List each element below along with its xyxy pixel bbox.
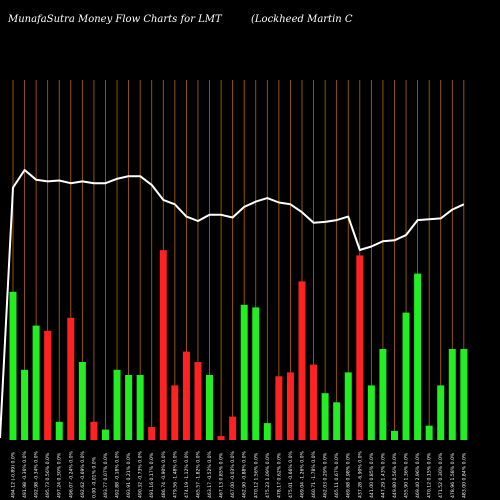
x-tick-label: 492.98 -0.34% 0.0% xyxy=(34,450,40,498)
x-tick-label: 469.68 0.98% 0.0% xyxy=(346,452,352,498)
flow-bar xyxy=(437,385,445,440)
money-flow-bars xyxy=(9,250,468,440)
x-tick-label: 462.03 0.29% 0.0% xyxy=(323,452,329,498)
x-tick-label: 465.11 0.67% 0.0% xyxy=(334,452,340,498)
flow-bar xyxy=(414,273,422,440)
flow-bar xyxy=(90,421,98,440)
x-tick-label: 471.52 0.30% 0.0% xyxy=(438,452,444,498)
x-tick-label: 437.28 -6.90% 0.0% xyxy=(357,450,363,498)
x-tick-label: 449.80 0.56% 0.0% xyxy=(392,452,398,498)
flow-bar xyxy=(78,362,86,440)
x-tick-label: 491.98 -0.36% 0.0% xyxy=(22,450,28,498)
flow-bar xyxy=(402,312,410,440)
flow-bar xyxy=(113,369,121,440)
x-tick-label: 470.12 1.56% 0.0% xyxy=(253,452,259,498)
x-tick-label: 441.00 0.85% 0.0% xyxy=(369,452,375,498)
x-tick-label: 486.74 -0.90% 0.0% xyxy=(161,450,167,498)
flow-bar xyxy=(333,402,341,440)
x-tick-label: 496.07 -0.24% 0.0% xyxy=(68,450,74,498)
flow-bar xyxy=(252,307,260,440)
x-tick-label: 475.01 -0.66% 0.0% xyxy=(288,450,294,498)
flow-bar xyxy=(460,349,468,440)
flow-bar xyxy=(159,250,167,440)
flow-bar xyxy=(240,304,248,440)
x-tick-label: 447.29 1.43% 0.0% xyxy=(380,452,386,498)
x-tick-label: 493.77 0.07% 0.0% xyxy=(103,452,109,498)
flow-bar xyxy=(367,385,375,440)
x-tick-label: 470.12 0.15% 0.0% xyxy=(427,452,433,498)
flow-bar xyxy=(148,427,156,440)
flow-bar xyxy=(182,351,190,440)
flow-bar xyxy=(286,372,294,440)
flow-bar xyxy=(194,362,202,440)
flow-bar xyxy=(67,317,75,440)
x-tick-label: 463.17 -0.52% 0.0% xyxy=(207,450,213,498)
flow-bar xyxy=(298,281,306,440)
flow-bar xyxy=(448,349,456,440)
x-tick-label: 492.62 -0.69% 0.0% xyxy=(80,450,86,498)
chart-subtitle: (Lockheed Martin C xyxy=(251,14,353,25)
flow-bar xyxy=(321,393,329,440)
x-tick-label: 467.13 0.85% 0.0% xyxy=(219,452,225,498)
x-tick-label: 474.19 -1.12% 0.0% xyxy=(184,450,190,498)
x-tick-label: 479.56 -1.48% 0.0% xyxy=(172,450,178,498)
flow-bar xyxy=(101,429,109,440)
x-tick-label: 455.90 1.36% 0.0% xyxy=(404,452,410,498)
flow-bar xyxy=(275,376,283,440)
x-tick-label: 491.16 0.17% 0.0% xyxy=(149,452,155,498)
flow-bar xyxy=(206,375,214,440)
chart-title: MunafaSutra Money Flow Charts for LMT xyxy=(8,14,222,25)
flow-bar xyxy=(136,375,144,440)
x-tick-label: 478.96 1.58% 0.0% xyxy=(450,452,456,498)
x-tick-label: 497.24 0.30% 0.0% xyxy=(57,452,63,498)
price-line xyxy=(0,169,465,439)
flow-bar xyxy=(9,291,17,440)
flow-bar xyxy=(263,423,271,440)
x-tick-label: 490.32 -0.73% 0.0% xyxy=(138,450,144,498)
x-tick-label: 494.12 (-0.89) 0.0% xyxy=(11,451,17,498)
x-tick-label: 493.91 0.21% 0.0% xyxy=(126,452,132,498)
flow-bar xyxy=(125,375,133,440)
flow-bar xyxy=(344,372,352,440)
flow-bar xyxy=(310,364,318,440)
x-tick-label: 483.00 0.84% 0.0% xyxy=(461,452,467,498)
flow-bar xyxy=(217,436,225,440)
flow-bar xyxy=(171,385,179,440)
x-tick-label: 465.57 -1.82% 0.0% xyxy=(195,450,201,498)
x-axis-ticks: 494.12 (-0.89) 0.0% 491.98 -0.36% 0.0% 492… xyxy=(11,450,468,498)
x-tick-label: 478.17 0.62% 0.0% xyxy=(276,452,282,498)
x-tick-label: 495.73 0.56% 0.0% xyxy=(45,452,51,498)
x-tick-label: 0.00 -0.01% 0.0% xyxy=(91,456,97,498)
flow-bar xyxy=(55,421,63,440)
flow-bar xyxy=(425,425,433,440)
x-tick-label: 467.00 -0.03% 0.0% xyxy=(230,450,236,498)
x-tick-label: 492.88 -0.18% 0.0% xyxy=(115,450,121,498)
x-tick-label: 460.71 -1.78% 0.0% xyxy=(311,450,317,498)
flow-bar xyxy=(356,255,364,440)
flow-bar xyxy=(390,430,398,440)
flow-bar xyxy=(44,330,52,440)
flow-bar xyxy=(21,369,29,440)
x-tick-label: 469.40 2.96% 0.0% xyxy=(415,452,421,498)
flow-bar xyxy=(379,349,387,440)
x-tick-label: 469.04 -1.26% 0.0% xyxy=(300,450,306,498)
flow-bar xyxy=(32,325,40,440)
flow-bar xyxy=(229,416,237,440)
x-tick-label: 475.23 1.09% 0.0% xyxy=(265,452,271,498)
x-tick-label: 462.90 -0.88% 0.0% xyxy=(242,450,248,498)
